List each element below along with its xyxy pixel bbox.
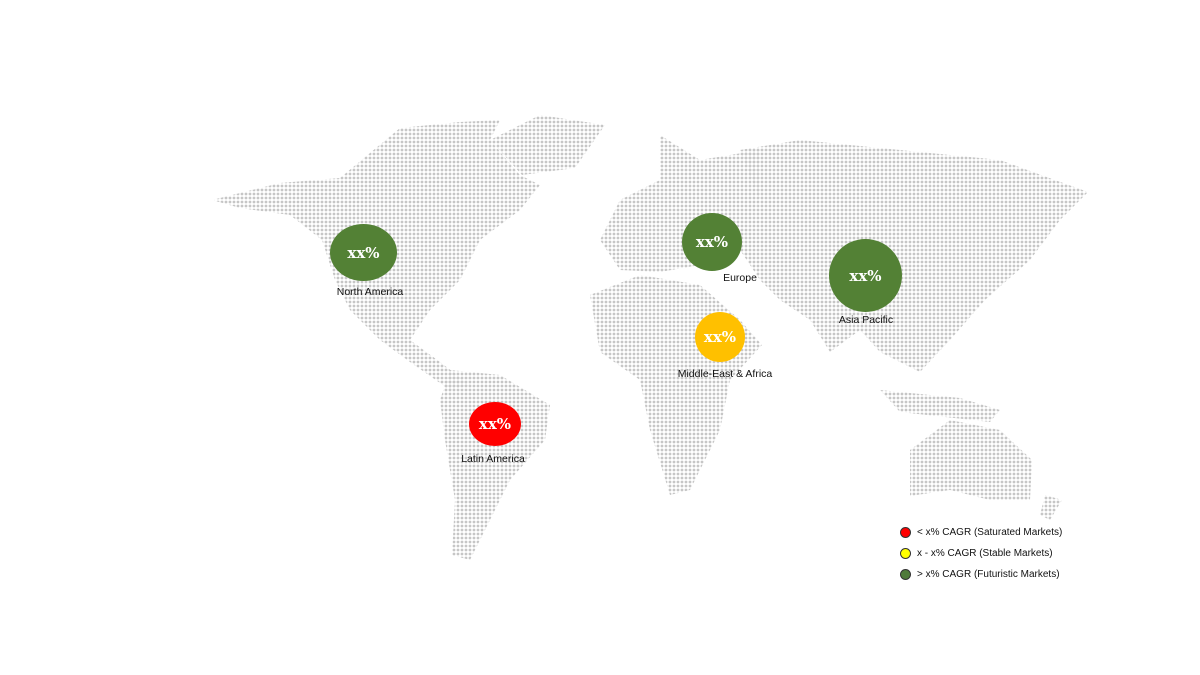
- continent-south-america: [440, 370, 550, 560]
- label-middle-east-africa: Middle-East & Africa: [677, 368, 773, 380]
- legend-swatch-yellow: [900, 548, 911, 559]
- label-north-america: North America: [336, 286, 404, 298]
- continent-indonesia: [880, 390, 1000, 422]
- legend-label: < x% CAGR (Saturated Markets): [917, 527, 1063, 538]
- legend: < x% CAGR (Saturated Markets) x - x% CAG…: [900, 522, 1062, 585]
- bubble-value: xx%: [849, 266, 882, 285]
- label-europe: Europe: [723, 272, 757, 284]
- bubble-latin-america: xx%: [469, 402, 521, 446]
- continent-greenland: [490, 115, 605, 175]
- bubble-value: xx%: [347, 243, 380, 262]
- bubble-asia-pacific: xx%: [829, 239, 902, 312]
- bubble-value: xx%: [478, 415, 512, 433]
- bubble-north-america: xx%: [330, 224, 397, 281]
- bubble-europe: xx%: [682, 213, 742, 271]
- bubble-value: xx%: [703, 328, 737, 346]
- continent-asia: [740, 140, 1088, 372]
- legend-label: > x% CAGR (Futuristic Markets): [917, 569, 1060, 580]
- continent-australia: [910, 420, 1032, 500]
- bubble-value: xx%: [695, 233, 729, 251]
- bubble-middle-east-africa: xx%: [695, 312, 745, 362]
- label-asia-pacific: Asia Pacific: [838, 314, 894, 326]
- legend-swatch-red: [900, 527, 911, 538]
- label-latin-america: Latin America: [461, 453, 525, 465]
- legend-item-futuristic: > x% CAGR (Futuristic Markets): [900, 564, 1062, 585]
- legend-item-stable: x - x% CAGR (Stable Markets): [900, 543, 1062, 564]
- legend-label: x - x% CAGR (Stable Markets): [917, 548, 1053, 559]
- continent-new-zealand: [1040, 495, 1062, 520]
- legend-swatch-green: [900, 569, 911, 580]
- continent-africa: [590, 275, 762, 495]
- legend-item-saturated: < x% CAGR (Saturated Markets): [900, 522, 1062, 543]
